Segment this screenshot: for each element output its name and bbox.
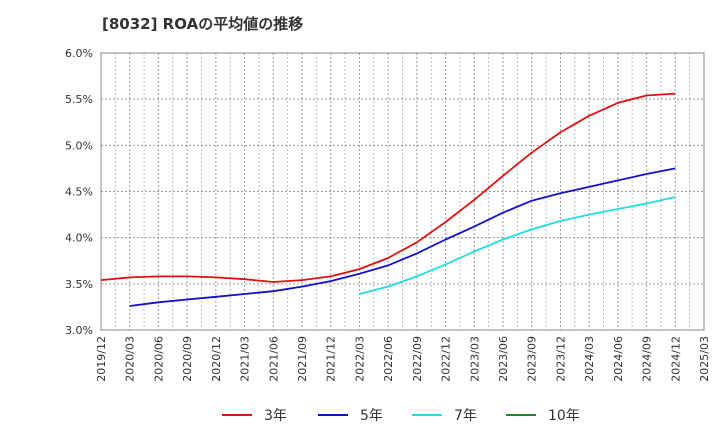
series-line-5年 — [129, 167, 676, 307]
x-tick-label: 2022/03 — [353, 336, 366, 382]
x-tick-label: 2020/12 — [210, 336, 223, 382]
x-tick-label: 2021/12 — [325, 336, 338, 382]
x-tick-label: 2019/12 — [95, 336, 108, 382]
x-tick-label: 2020/06 — [152, 336, 165, 382]
roa-line-chart: 3.0% 3.5% 4.0% 4.5% 5.0% 5.5% 6.0% 2019/12 2020… — [65, 47, 711, 382]
legend-item: 5年 — [318, 402, 383, 428]
x-tick-label: 2024/09 — [641, 336, 654, 382]
y-tick-label: 6.0% — [65, 47, 93, 60]
x-tick-label: 2023/09 — [526, 336, 539, 382]
plot-border — [100, 52, 705, 331]
x-tick-label: 2020/03 — [124, 336, 137, 382]
y-tick-label: 4.5% — [65, 186, 93, 199]
x-tick-label: 2024/03 — [583, 336, 596, 382]
legend-label: 3年 — [264, 408, 287, 424]
x-tick-label: 2024/12 — [669, 336, 682, 382]
y-tick-label: 5.0% — [65, 139, 93, 152]
x-axis-tick-labels: 2019/12 2020/03 2020/06 2020/09 2020/12 2021/… — [95, 336, 711, 382]
series-lines — [100, 92, 676, 307]
series-line-3年 — [100, 92, 676, 283]
x-tick-label: 2021/06 — [267, 336, 280, 382]
x-tick-label: 2023/06 — [497, 336, 510, 382]
legend-item: 10年 — [506, 402, 580, 428]
x-tick-label: 2024/06 — [612, 336, 625, 382]
legend: 3年 5年 7年 10年 — [0, 402, 720, 428]
y-tick-label: 4.0% — [65, 232, 93, 245]
y-tick-label: 5.5% — [65, 93, 93, 106]
x-tick-label: 2021/03 — [239, 336, 252, 382]
x-tick-label: 2023/03 — [468, 336, 481, 382]
grid-lines — [101, 53, 704, 330]
legend-item: 7年 — [412, 402, 477, 428]
x-tick-label: 2022/12 — [440, 336, 453, 382]
chart-title: [8032] ROAの平均値の推移 — [102, 15, 304, 33]
legend-swatch — [412, 414, 442, 416]
legend-swatch — [222, 414, 252, 416]
y-tick-label: 3.5% — [65, 278, 93, 291]
x-tick-label: 2022/09 — [411, 336, 424, 382]
legend-label: 5年 — [360, 408, 383, 424]
x-tick-label: 2025/03 — [698, 336, 711, 382]
y-tick-label: 3.0% — [65, 324, 93, 337]
legend-label: 10年 — [548, 408, 580, 424]
legend-item: 3年 — [222, 402, 287, 428]
y-axis-tick-labels: 3.0% 3.5% 4.0% 4.5% 5.0% 5.5% 6.0% — [65, 47, 93, 337]
series-line-7年 — [359, 196, 676, 295]
x-tick-label: 2022/06 — [382, 336, 395, 382]
legend-swatch — [506, 414, 536, 416]
legend-swatch — [318, 414, 348, 416]
legend-label: 7年 — [454, 408, 477, 424]
x-tick-label: 2021/09 — [296, 336, 309, 382]
x-tick-label: 2020/09 — [181, 336, 194, 382]
x-tick-label: 2023/12 — [554, 336, 567, 382]
